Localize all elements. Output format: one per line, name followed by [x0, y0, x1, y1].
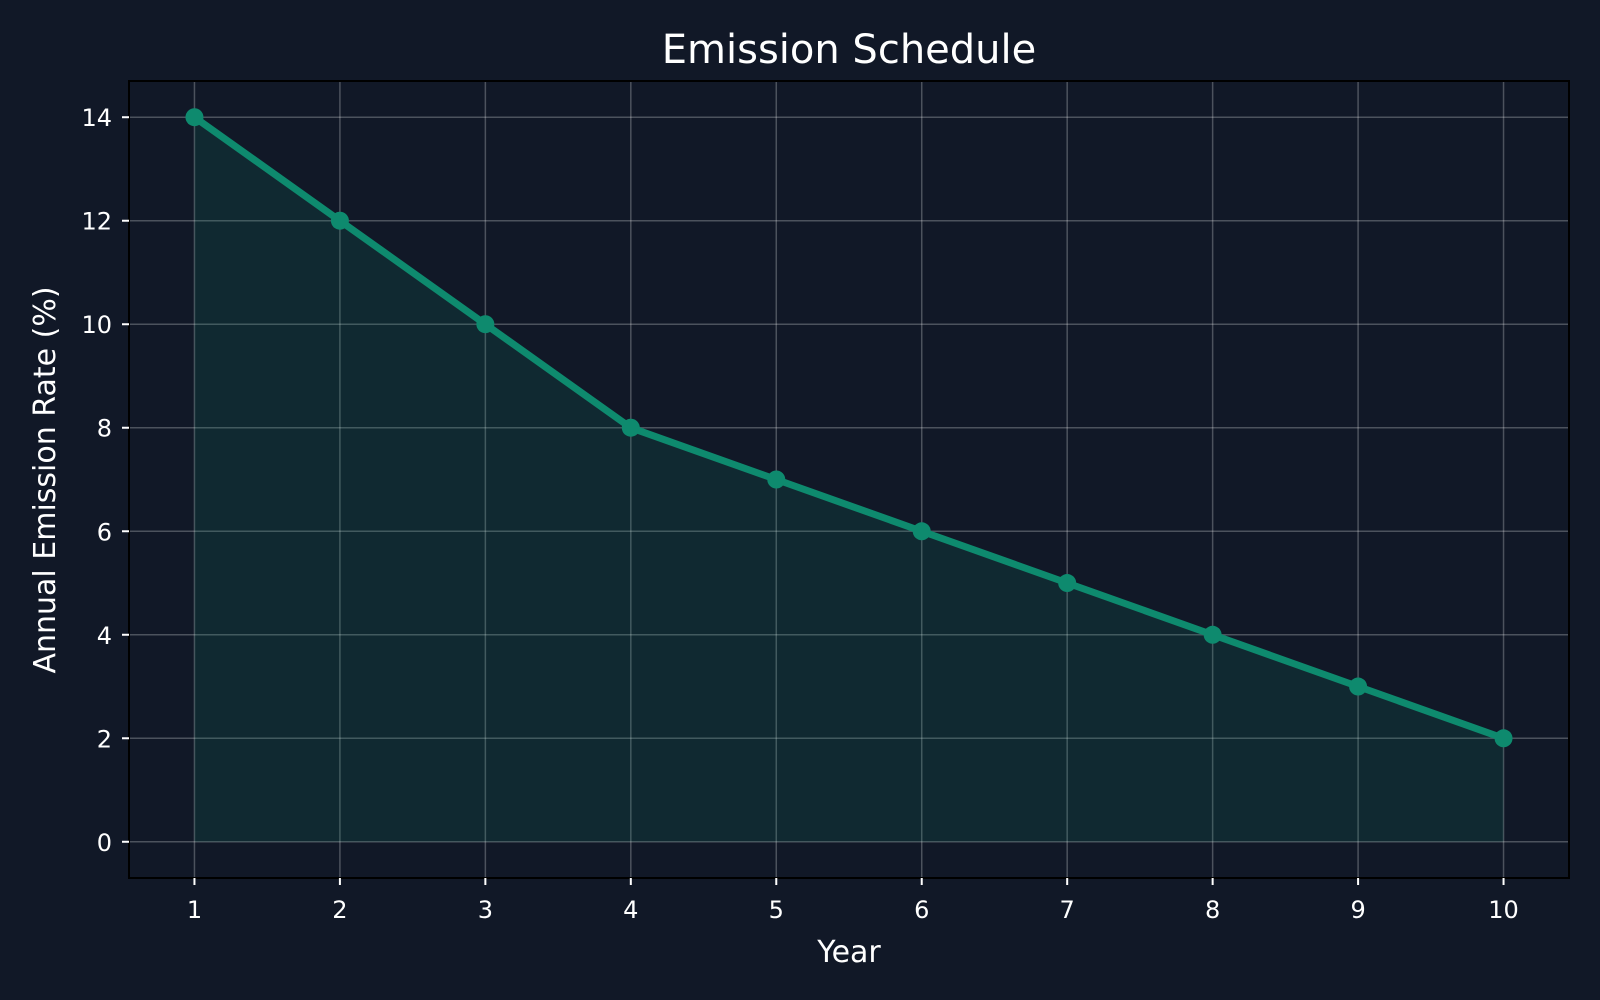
- x-tick-label: 4: [623, 896, 638, 924]
- area-fill: [194, 117, 1504, 842]
- y-tick-label: 0: [97, 829, 112, 857]
- plot-frame: [128, 80, 1570, 879]
- y-tick-label: 4: [97, 622, 112, 650]
- y-tick-label: 14: [81, 104, 112, 132]
- x-tick-label: 6: [914, 896, 929, 924]
- x-tick-label: 2: [332, 896, 347, 924]
- y-axis-label: Annual Emission Rate (%): [28, 286, 63, 673]
- x-tick-label: 8: [1205, 896, 1220, 924]
- data-point: [1349, 677, 1368, 696]
- y-tick-label: 12: [81, 208, 112, 236]
- data-point: [1203, 625, 1222, 644]
- y-tick-label: 2: [97, 725, 112, 753]
- x-tick-label: 3: [478, 896, 493, 924]
- x-tick-label: 10: [1488, 896, 1519, 924]
- data-point: [912, 522, 931, 541]
- data-point: [1494, 729, 1513, 748]
- y-axis-ticks: 0 2 4 6 8 10 12 14: [81, 104, 129, 857]
- data-point: [1058, 574, 1077, 593]
- x-tick-label: 1: [187, 896, 202, 924]
- grid: [129, 81, 1569, 878]
- series-markers: [185, 108, 1513, 748]
- x-tick-label: 5: [769, 896, 784, 924]
- series-area: [194, 117, 1504, 842]
- chart-title: Emission Schedule: [662, 27, 1037, 73]
- x-tick-label: 7: [1060, 896, 1075, 924]
- x-axis-ticks: 1 2 3 4 5 6 7 8 9 10: [187, 878, 1519, 924]
- series-line: [190, 113, 1508, 742]
- x-tick-label: 9: [1350, 896, 1365, 924]
- data-point: [330, 211, 349, 230]
- y-tick-label: 10: [81, 311, 112, 339]
- y-tick-label: 8: [97, 415, 112, 443]
- series-line-path: [190, 113, 1508, 742]
- x-axis-label: Year: [816, 935, 881, 970]
- data-point: [185, 108, 204, 127]
- data-point: [621, 418, 640, 437]
- data-point: [476, 315, 495, 334]
- data-point: [767, 470, 786, 489]
- y-tick-label: 6: [97, 518, 112, 546]
